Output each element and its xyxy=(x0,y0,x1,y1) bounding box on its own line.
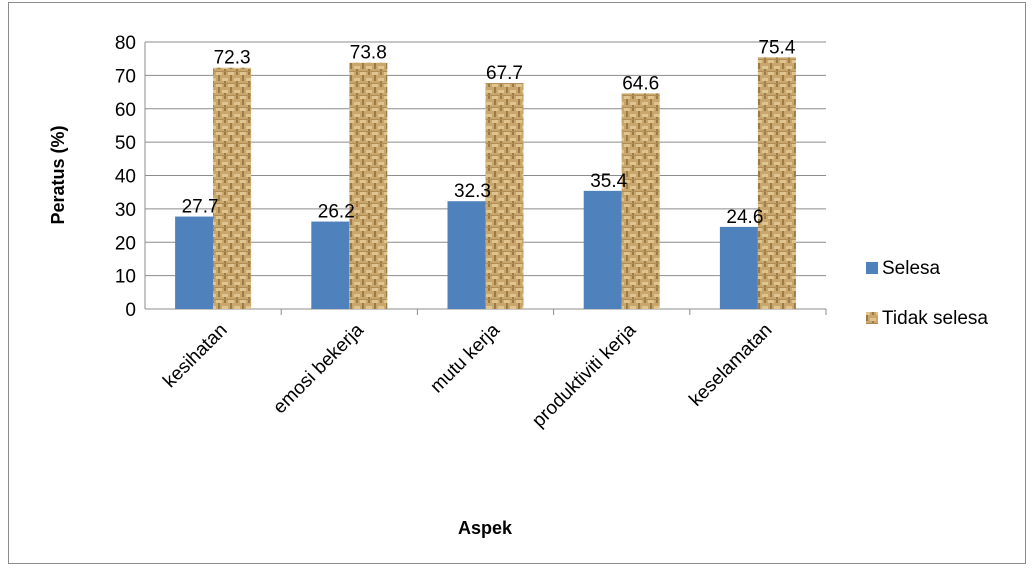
x-tick-label: keselamatan xyxy=(685,320,776,411)
data-label: 24.6 xyxy=(726,207,763,228)
legend-swatch xyxy=(866,262,878,274)
y-tick-label: 30 xyxy=(115,200,136,221)
x-tick-label: produktiviti kerja xyxy=(528,319,640,431)
x-tick-label: kesihatan xyxy=(159,320,231,392)
x-axis-title: Aspek xyxy=(458,518,513,538)
y-axis-title: Peratus (%) xyxy=(48,125,68,224)
data-label: 26.2 xyxy=(318,202,355,223)
y-tick-label: 40 xyxy=(115,167,136,188)
data-label: 64.6 xyxy=(622,73,659,94)
y-tick-label: 70 xyxy=(115,66,136,87)
bar-tidak-selesa xyxy=(349,62,388,309)
bar-selesa xyxy=(175,216,214,309)
data-label: 75.4 xyxy=(758,37,795,58)
bar-selesa xyxy=(583,190,622,309)
data-label: 67.7 xyxy=(486,63,523,84)
bar-tidak-selesa xyxy=(485,83,524,310)
y-tick-label: 20 xyxy=(115,233,136,254)
x-tick-label: emosi bekerja xyxy=(269,319,368,418)
legend-swatch xyxy=(866,312,878,324)
legend-label: Tidak selesa xyxy=(882,308,988,329)
legend: Selesa Tidak selesa xyxy=(866,258,988,329)
y-tick-label: 80 xyxy=(115,33,136,54)
bar-tidak-selesa xyxy=(621,93,660,310)
data-label: 73.8 xyxy=(350,43,387,64)
bars xyxy=(175,57,796,310)
data-labels: 27.7 72.3 26.2 73.8 32.3 67.7 35.4 64.6 24.6 75.4 xyxy=(182,37,796,228)
bar-selesa xyxy=(719,226,758,309)
bar-tidak-selesa xyxy=(213,67,252,309)
y-tick-label: 10 xyxy=(115,267,136,288)
data-label: 32.3 xyxy=(454,181,491,202)
bar-tidak-selesa xyxy=(757,57,796,309)
data-label: 72.3 xyxy=(214,48,251,69)
x-tick-label: mutu kerja xyxy=(426,319,504,397)
y-tick-label: 50 xyxy=(115,133,136,154)
data-label: 35.4 xyxy=(590,171,627,192)
bar-selesa xyxy=(447,201,486,309)
y-tick-label: 0 xyxy=(125,300,136,321)
legend-label: Selesa xyxy=(882,258,941,279)
data-label: 27.7 xyxy=(182,197,219,218)
y-tick-label: 60 xyxy=(115,100,136,121)
bar-selesa xyxy=(311,221,350,309)
